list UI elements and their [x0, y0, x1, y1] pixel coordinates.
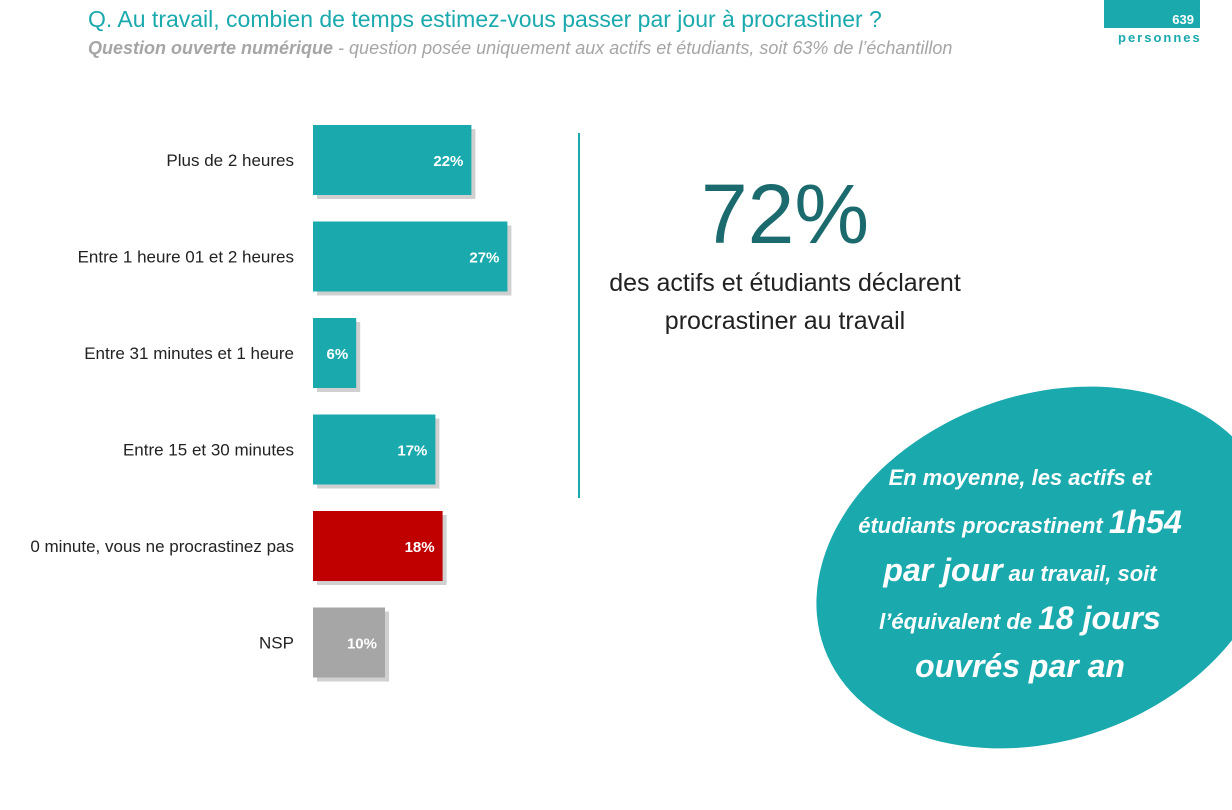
subtitle-bold: Question ouverte numérique: [88, 38, 334, 58]
category-label: NSP: [259, 634, 294, 653]
value-label: 18%: [405, 539, 435, 556]
category-label: Entre 31 minutes et 1 heure: [84, 344, 294, 363]
highlight-line-2: procrastiner au travail: [664, 307, 906, 335]
sample-label: personnes: [1118, 30, 1202, 45]
value-label: 10%: [347, 636, 377, 653]
bar-0: [313, 125, 472, 195]
callout-line-4: l’équivalent de 18 jours: [820, 596, 1220, 644]
bar-2: [313, 318, 357, 388]
highlight-percent: 72%: [700, 167, 870, 261]
bar-3: [313, 414, 436, 485]
highlight-line-1: des actifs et étudiants déclarent: [609, 269, 961, 297]
category-label: Plus de 2 heures: [166, 151, 294, 170]
category-label: Entre 1 heure 01 et 2 heures: [78, 248, 294, 267]
bar-1: [313, 221, 508, 292]
callout-days: 18 jours: [1038, 600, 1161, 636]
callout-line-3: par jour au travail, soit: [820, 548, 1220, 596]
people-icon: [1151, 0, 1179, 7]
bar-4: [313, 511, 443, 581]
value-label: 17%: [397, 443, 427, 460]
sample-badge: 639: [1104, 0, 1200, 28]
callout-duration: 1h54: [1108, 504, 1182, 540]
category-label: 0 minute, vous ne procrastinez pas: [30, 537, 294, 556]
value-label: 22%: [433, 153, 463, 170]
callout-line-2: étudiants procrastinent 1h54: [820, 500, 1220, 548]
value-label: 6%: [327, 346, 349, 363]
sample-count: 639: [1172, 12, 1194, 27]
callout-line-3b: au travail, soit: [1002, 561, 1157, 586]
callout-line-5: ouvrés par an: [915, 648, 1125, 684]
callout-per-day: par jour: [883, 552, 1003, 588]
callout-line-2a: étudiants procrastinent: [858, 513, 1109, 538]
callout-line-1: En moyenne, les actifs et: [888, 465, 1152, 490]
callout-text: En moyenne, les actifs et étudiants proc…: [820, 455, 1220, 689]
bar-5: [313, 607, 385, 678]
category-label: Entre 15 et 30 minutes: [123, 441, 294, 460]
highlight-text: des actifs et étudiants déclarent procra…: [570, 264, 1000, 340]
value-label: 27%: [469, 250, 499, 267]
callout-line-4a: l’équivalent de: [879, 609, 1039, 634]
bar-chart: Plus de 2 heures 22% Entre 1 heure 01 et 2…: [30, 125, 512, 682]
subtitle-rest: - question posée uniquement aux actifs e…: [333, 38, 953, 58]
vertical-divider: [578, 133, 580, 498]
chart-subtitle: Question ouverte numérique - question po…: [88, 38, 952, 59]
chart-title: Q. Au travail, combien de temps estimez-…: [88, 6, 882, 32]
